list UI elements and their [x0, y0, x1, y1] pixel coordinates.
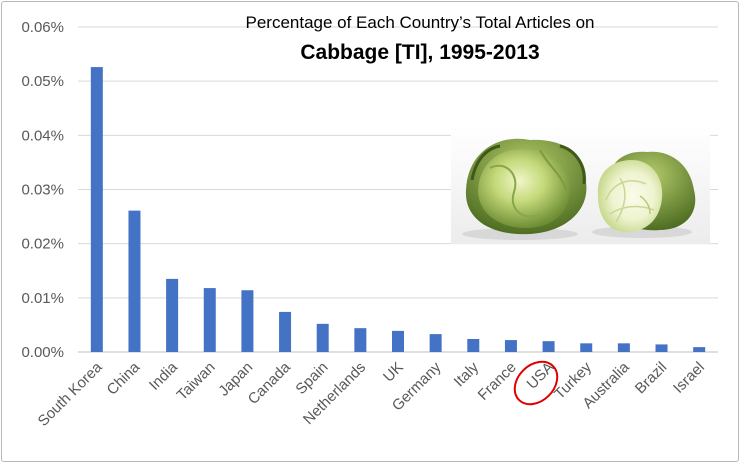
- bar-netherlands: [354, 328, 367, 352]
- x-tick-label: France: [475, 359, 520, 404]
- y-tick-label: 0.02%: [21, 236, 64, 253]
- usa-highlight-circle: [513, 360, 559, 406]
- y-axis-ticks: 0.00% 0.01% 0.02% 0.03% 0.04% 0.05% 0.06%: [21, 19, 64, 361]
- bar-italy: [467, 339, 480, 352]
- x-tick-label: Israel: [670, 359, 708, 397]
- x-tick-label: Taiwan: [174, 359, 219, 404]
- bar-france: [504, 340, 517, 352]
- bar-brazil: [655, 344, 668, 352]
- x-tick-label: Brazil: [632, 359, 671, 398]
- y-tick-label: 0.06%: [21, 19, 64, 36]
- y-tick-label: 0.05%: [21, 73, 64, 90]
- y-tick-label: 0.00%: [21, 344, 64, 361]
- x-tick-label: USA: [524, 359, 558, 393]
- bars: [90, 67, 706, 352]
- bar-usa: [542, 341, 555, 352]
- y-tick-label: 0.04%: [21, 127, 64, 144]
- bar-china: [128, 210, 141, 352]
- bar-canada: [279, 311, 292, 352]
- bar-spain: [316, 323, 329, 352]
- bar-germany: [429, 334, 442, 352]
- cabbage-photo: [451, 126, 710, 244]
- bar-turkey: [580, 343, 593, 352]
- bar-taiwan: [203, 288, 216, 352]
- bar-israel: [693, 347, 706, 352]
- x-tick-label: South Korea: [35, 358, 106, 429]
- x-tick-label: Italy: [451, 358, 483, 390]
- bar-japan: [241, 290, 254, 352]
- bar-uk: [392, 330, 404, 352]
- y-tick-label: 0.01%: [21, 290, 64, 307]
- x-tick-label: China: [104, 358, 144, 398]
- y-tick-label: 0.03%: [21, 182, 64, 199]
- gridlines: [78, 26, 718, 353]
- bar-india: [166, 278, 179, 352]
- bar-australia: [617, 343, 630, 352]
- bar-south-korea: [90, 67, 103, 352]
- chart-title-line1: Percentage of Each Country’s Total Artic…: [245, 13, 594, 32]
- chart-title-line2: Cabbage [TI], 1995-2013: [300, 41, 539, 64]
- x-tick-label: Canada: [245, 358, 295, 408]
- x-tick-label: UK: [380, 359, 407, 386]
